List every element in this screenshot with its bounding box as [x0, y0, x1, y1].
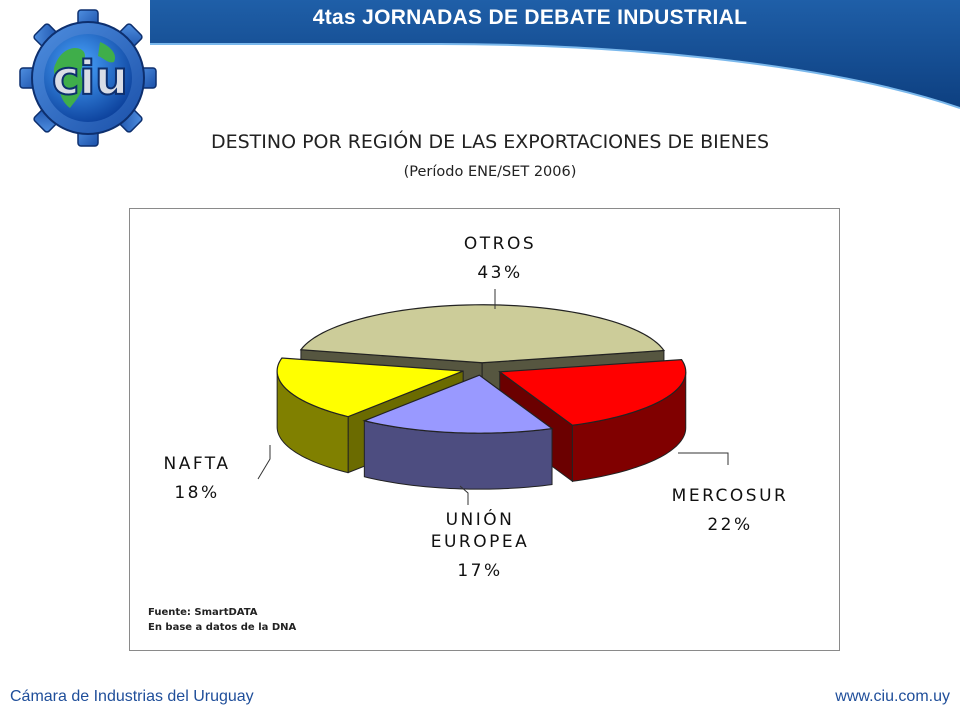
leader-line-mercosur	[678, 452, 729, 465]
slide-title: DESTINO POR REGIÓN DE LAS EXPORTACIONES …	[210, 131, 770, 153]
slice-percent: 22%	[707, 515, 753, 535]
slide-subtitle: (Período ENE/SET 2006)	[403, 164, 577, 180]
source-note: Fuente: SmartDATA En base a datos de la …	[148, 605, 296, 635]
slice-name: NAFTA	[163, 454, 231, 474]
leader-line-uni-n-europea	[459, 485, 469, 505]
leader-line-nafta	[257, 445, 271, 480]
chart-frame: Fuente: SmartDATA En base a datos de la …	[129, 208, 840, 651]
slice-label-uni-n-europea: UNIÓN EUROPEA 17%	[400, 509, 560, 582]
slice-name: UNIÓN	[445, 510, 515, 530]
slice-label-mercosur: MERCOSUR 22%	[650, 485, 810, 536]
pie-slice-uni-n-europea	[362, 374, 554, 490]
slice-percent: 43%	[477, 263, 523, 283]
slice-name: EUROPEA	[430, 532, 530, 552]
footer-website: www.ciu.com.uy	[835, 688, 950, 705]
source-line: Fuente: SmartDATA	[148, 607, 258, 618]
slice-percent: 18%	[174, 483, 220, 503]
source-line: En base a datos de la DNA	[148, 622, 297, 633]
globe-icon	[44, 34, 132, 122]
footer: Cámara de Industrias del Uruguay www.ciu…	[0, 680, 960, 720]
slice-percent: 17%	[457, 561, 503, 581]
pie-chart	[257, 289, 729, 505]
slice-name: MERCOSUR	[671, 486, 789, 506]
ciu-logo: ciu	[19, 9, 157, 147]
logo-text: ciu	[52, 51, 128, 105]
header-title: 4tas JORNADAS DE DEBATE INDUSTRIAL	[312, 6, 748, 29]
slice-name: OTROS	[463, 234, 537, 254]
header-band	[0, 0, 960, 109]
slice-label-nafta: NAFTA 18%	[142, 453, 252, 504]
footer-organization: Cámara de Industrias del Uruguay	[10, 688, 254, 705]
slice-label-otros: OTROS 43%	[430, 233, 570, 284]
